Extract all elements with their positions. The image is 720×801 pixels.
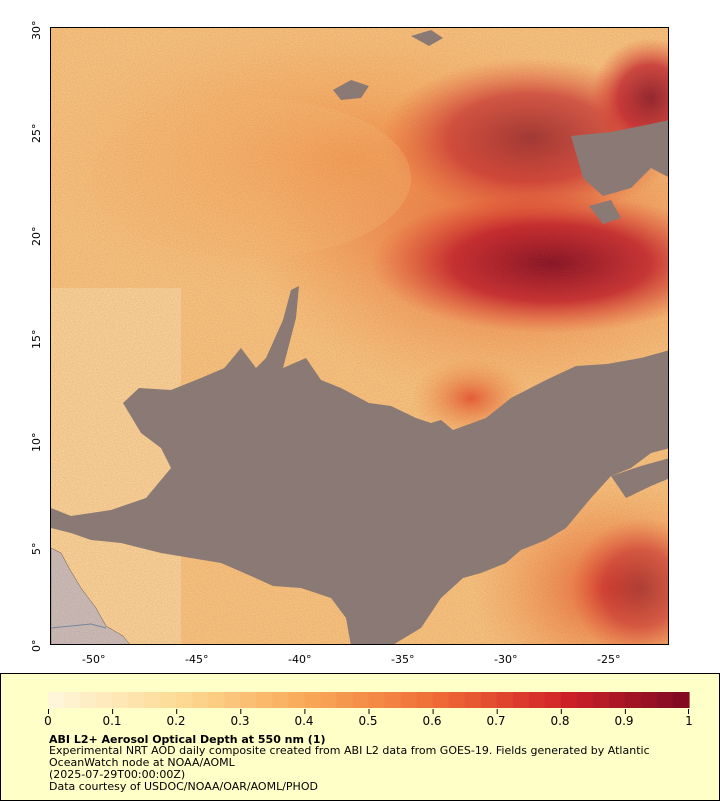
colorbar-label: 0.8: [550, 714, 570, 728]
legend-panel: 0 0.1 0.2 0.3 0.4 0.5 0.6 0.7 0.8 0.9 1 …: [0, 673, 720, 801]
x-tick-label: -50°: [82, 653, 106, 666]
colorbar-label: 0: [44, 714, 52, 728]
colorbar-swatch: [544, 692, 562, 708]
colorbar-label: 0.5: [358, 714, 378, 728]
colorbar-swatch: [416, 692, 434, 708]
colorbar-swatch: [128, 692, 145, 708]
y-tick-label: 15°: [30, 329, 43, 350]
colorbar-swatch: [496, 692, 514, 708]
colorbar-swatch: [448, 692, 466, 708]
colorbar-label: 0.3: [230, 714, 250, 728]
colorbar-label: 0.2: [166, 714, 186, 728]
legend-credit: Data courtesy of USDOC/NOAA/OAR/AOML/PHO…: [49, 780, 318, 793]
legend-date: (2025-07-29T00:00:00Z): [49, 768, 186, 781]
colorbar-swatch: [480, 692, 498, 708]
colorbar-swatch: [224, 692, 241, 708]
colorbar-swatch: [528, 692, 546, 708]
colorbar-label: 0.7: [486, 714, 506, 728]
x-tick-label: -25°: [597, 653, 621, 666]
colorbar-swatch: [160, 692, 177, 708]
colorbar-swatch: [656, 692, 674, 708]
legend-description: Experimental NRT AOD daily composite cre…: [49, 744, 650, 757]
colorbar-swatch: [112, 692, 129, 708]
y-tick-label: 10°: [30, 432, 43, 453]
colorbar-label: 1: [685, 714, 693, 728]
colorbar-swatch: [464, 692, 482, 708]
colorbar-swatch: [368, 692, 386, 708]
colorbar-swatch: [80, 692, 97, 708]
colorbar-swatch: [576, 692, 594, 708]
y-tick-label: 25°: [30, 123, 43, 144]
y-tick-label: 20°: [30, 226, 43, 247]
colorbar-swatch: [560, 692, 578, 708]
colorbar-swatch: [592, 692, 610, 708]
aod-map: [50, 27, 669, 645]
colorbar-label: 0.6: [422, 714, 442, 728]
colorbar-label: 0.1: [102, 714, 122, 728]
colorbar-swatch: [208, 692, 225, 708]
x-tick-label: -40°: [288, 653, 312, 666]
legend-title: ABI L2+ Aerosol Optical Depth at 550 nm …: [49, 733, 326, 746]
colorbar-swatch: [320, 692, 338, 708]
colorbar-swatch: [144, 692, 161, 708]
colorbar-swatch: [272, 692, 289, 708]
y-tick-label: 30°: [30, 20, 43, 41]
aod-map-canvas: [51, 28, 668, 644]
y-tick-label: 5°: [30, 542, 43, 556]
colorbar-swatch: [432, 692, 450, 708]
y-tick-label: 0°: [30, 639, 43, 653]
aod-texture: [51, 28, 668, 644]
colorbar-swatch: [400, 692, 418, 708]
colorbar-swatch: [624, 692, 642, 708]
colorbar: [48, 692, 690, 714]
colorbar-swatch: [672, 692, 690, 708]
colorbar-swatch: [640, 692, 658, 708]
colorbar-swatch: [176, 692, 193, 708]
colorbar-swatch: [352, 692, 370, 708]
colorbar-swatch: [64, 692, 81, 708]
colorbar-swatch: [384, 692, 402, 708]
x-tick-label: -35°: [391, 653, 415, 666]
colorbar-swatch: [304, 692, 322, 708]
colorbar-swatch: [192, 692, 209, 708]
colorbar-swatch: [608, 692, 626, 708]
colorbar-swatch: [240, 692, 257, 708]
x-tick-label: -30°: [494, 653, 518, 666]
colorbar-label: 0.9: [614, 714, 634, 728]
colorbar-label: 0.4: [294, 714, 314, 728]
colorbar-swatch: [288, 692, 305, 708]
colorbar-swatch: [96, 692, 113, 708]
x-tick-label: -45°: [185, 653, 209, 666]
legend-description-cont: OceanWatch node at NOAA/AOML: [49, 756, 235, 769]
colorbar-swatch: [48, 692, 65, 708]
colorbar-swatch: [336, 692, 354, 708]
colorbar-swatch: [256, 692, 273, 708]
colorbar-swatch: [512, 692, 530, 708]
